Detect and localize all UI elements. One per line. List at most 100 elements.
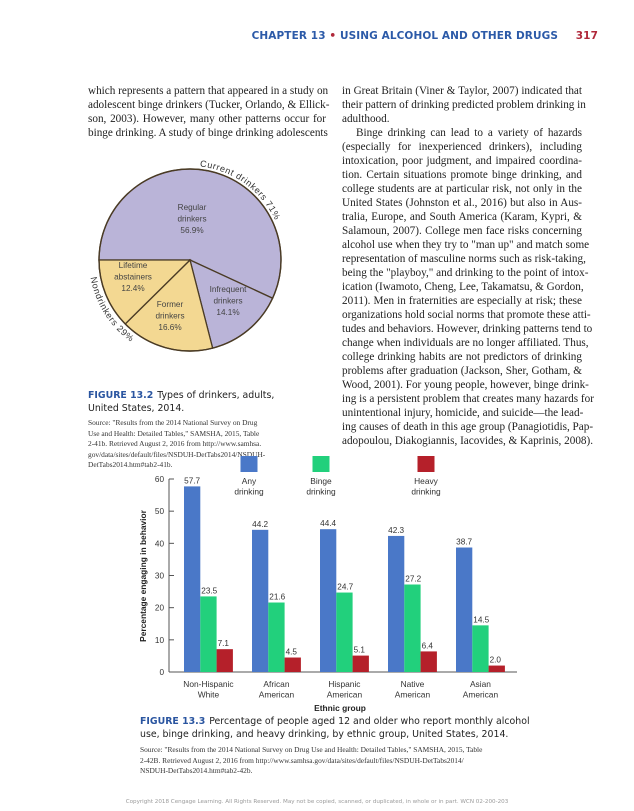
y-tick-label: 60 bbox=[155, 475, 165, 484]
text-line: tion. Certain situations promote binge d… bbox=[342, 169, 582, 181]
text-line: binge drinking. A study of binge drinkin… bbox=[88, 127, 328, 139]
category-label: White bbox=[198, 690, 220, 700]
text-line: Salamoun, 2007). College men face risks … bbox=[342, 225, 582, 237]
legend-label: Heavy bbox=[414, 476, 439, 486]
text-line: Wood, 2001). For young people, however, … bbox=[342, 379, 589, 391]
pie-slice-label: Regular bbox=[178, 203, 207, 212]
category-label: African bbox=[263, 679, 289, 689]
bar-value-label: 42.3 bbox=[388, 526, 404, 535]
text-line: ing is a persistent problem that creates… bbox=[342, 393, 594, 405]
bar bbox=[404, 584, 421, 672]
text-line: representation of masculine norms such a… bbox=[342, 253, 586, 265]
source-line: Use and Health: Detailed Tables," SAMSHA… bbox=[88, 428, 260, 438]
caption-text: use, binge drinking, and heavy drinking,… bbox=[140, 728, 509, 740]
text-line: which represents a pattern that appeared… bbox=[88, 85, 329, 97]
text-line: adulthood. bbox=[342, 113, 390, 125]
category-label: American bbox=[327, 690, 363, 700]
legend-swatch bbox=[417, 456, 435, 472]
text-line: adopoulou, Diakogiannis, Iacovides, & Ka… bbox=[342, 435, 594, 447]
text-line: college drinking habits are not predicto… bbox=[342, 351, 582, 363]
pie-slice-label: drinkers bbox=[155, 312, 184, 321]
pie-slice-label: abstainers bbox=[114, 273, 152, 282]
bar bbox=[488, 665, 505, 672]
category-label: Non-Hispanic bbox=[183, 679, 233, 689]
bar-value-label: 5.1 bbox=[354, 646, 366, 655]
text-line: their pattern of drinking predicted prob… bbox=[342, 99, 586, 111]
x-axis-title: Ethnic group bbox=[314, 703, 366, 713]
text-line: unintentional injury, homicide, and suic… bbox=[342, 407, 584, 419]
figure-label: FIGURE 13.2 bbox=[88, 390, 154, 401]
y-tick-label: 40 bbox=[155, 539, 165, 548]
bar-value-label: 57.7 bbox=[184, 476, 200, 485]
category-label: Native bbox=[401, 679, 425, 689]
bar-value-label: 6.4 bbox=[422, 641, 434, 650]
bar-value-label: 44.4 bbox=[320, 519, 336, 528]
text-line: change when individuals are no longer af… bbox=[342, 337, 589, 349]
bar-value-label: 38.7 bbox=[456, 538, 472, 547]
bar-value-label: 4.5 bbox=[286, 648, 298, 657]
figure-13-3-source: Source: "Results from the 2014 National … bbox=[140, 745, 482, 777]
source-line: Source: "Results from the 2014 National … bbox=[140, 745, 483, 754]
pie-slice-label: drinkers bbox=[213, 297, 242, 306]
y-tick-label: 0 bbox=[159, 668, 164, 677]
caption-text: Percentage of people aged 12 and older w… bbox=[209, 716, 530, 727]
bar bbox=[200, 596, 217, 672]
text-line: being the "playboy," and drinking to the… bbox=[342, 267, 589, 279]
y-tick-label: 50 bbox=[155, 507, 165, 516]
bar-value-label: 23.5 bbox=[201, 586, 217, 595]
legend-swatch bbox=[312, 456, 330, 472]
text-line: 2011). Men in fraternities are especiall… bbox=[342, 295, 582, 307]
text-line: problems after graduation (Jackson, Sher… bbox=[342, 365, 582, 377]
pie-slice-label: Lifetime bbox=[119, 261, 148, 270]
copyright-footer: Copyright 2018 Cengage Learning. All Rig… bbox=[125, 799, 509, 805]
y-axis-title: Percentage engaging in behavior bbox=[138, 509, 148, 641]
text-line: college students are at particular risk,… bbox=[342, 183, 582, 195]
text-line: Binge drinking can lead to a variety of … bbox=[356, 127, 582, 139]
bar-value-label: 24.7 bbox=[337, 583, 353, 592]
figure-label: FIGURE 13.3 bbox=[140, 716, 206, 727]
legend-label: Binge bbox=[310, 476, 332, 486]
pie-slice-label: Former bbox=[157, 300, 184, 309]
bar bbox=[456, 547, 473, 672]
source-line: DetTabs2014.htm#tab2-41b. bbox=[88, 460, 173, 470]
pie-slice-label: 16.6% bbox=[158, 323, 181, 332]
text-line: son, 2003). However, many other patterns… bbox=[88, 113, 326, 125]
bar bbox=[420, 651, 437, 672]
bar-value-label: 2.0 bbox=[490, 656, 502, 665]
caption-text: Types of drinkers, adults, bbox=[157, 390, 275, 401]
category-label: American bbox=[395, 690, 431, 700]
text-line: tudes and behaviors. However, drinking p… bbox=[342, 323, 593, 335]
source-line: gov/data/sites/default/files/NSDUH-DetTa… bbox=[88, 449, 266, 459]
bar-value-label: 21.6 bbox=[269, 593, 285, 602]
bar-value-label: 14.5 bbox=[473, 615, 489, 624]
text-line: organizations hold social norms that pro… bbox=[342, 309, 591, 321]
source-line: NSDUH-DetTabs2014.htm#tab2-42b. bbox=[140, 766, 253, 776]
bar bbox=[184, 486, 201, 672]
category-label: Hispanic bbox=[328, 679, 360, 689]
pie-slice-label: drinkers bbox=[177, 215, 206, 224]
caption-text: United States, 2014. bbox=[88, 402, 185, 414]
running-header: CHAPTER 13 • USING ALCOHOL AND OTHER DRU… bbox=[252, 30, 598, 42]
category-label: American bbox=[259, 690, 295, 700]
bar-value-label: 7.1 bbox=[218, 639, 230, 648]
left-column-text: which represents a pattern that appeared… bbox=[88, 84, 330, 140]
legend-swatch bbox=[240, 456, 258, 472]
chapter-title: USING ALCOHOL AND OTHER DRUGS bbox=[339, 30, 559, 42]
bar bbox=[336, 592, 353, 672]
bar bbox=[472, 625, 489, 672]
right-column-text: in Great Britain (Viner & Taylor, 2007) … bbox=[342, 84, 594, 448]
bar-value-label: 27.2 bbox=[405, 575, 421, 584]
pie-outline bbox=[98, 168, 282, 352]
text-line: (especially for inexperienced drinkers),… bbox=[342, 141, 582, 153]
source-line: 2-41b. Retrieved August 2, 2016 from htt… bbox=[88, 439, 262, 449]
text-line: intoxication, poor judgment, and impaire… bbox=[342, 155, 582, 167]
header-bullet: • bbox=[329, 30, 337, 42]
bar bbox=[216, 649, 233, 672]
figure-13-3-caption: FIGURE 13.3 Percentage of people aged 12 … bbox=[140, 716, 600, 741]
text-line: United States (Johnston et al., 2016) bu… bbox=[342, 197, 582, 209]
text-line: adolescent binge drinkers (Tucker, Orlan… bbox=[88, 99, 330, 111]
pie-slice-label: 12.4% bbox=[121, 284, 144, 293]
chapter-label: CHAPTER 13 bbox=[251, 30, 326, 42]
